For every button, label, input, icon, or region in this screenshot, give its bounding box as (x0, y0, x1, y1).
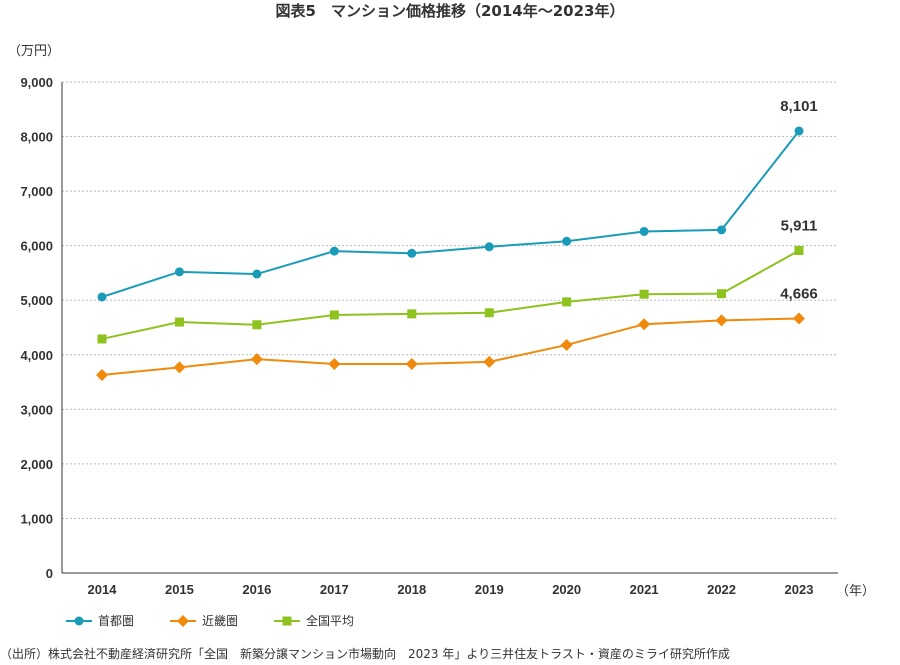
series-line (101, 249, 800, 340)
data-point (329, 310, 339, 320)
x-tick-label: 2023 (785, 582, 814, 597)
data-point (173, 361, 186, 374)
data-point (328, 358, 341, 371)
x-tick-label: 2020 (552, 582, 581, 597)
data-point (329, 246, 339, 256)
data-point (715, 314, 728, 327)
data-point (639, 226, 649, 236)
legend-marker-diamond (170, 614, 197, 627)
data-point (407, 309, 417, 319)
data-point (97, 292, 107, 302)
data-point (794, 246, 804, 256)
data-point (405, 358, 418, 371)
data-point (639, 289, 649, 299)
y-tick-label: 0 (46, 566, 53, 581)
data-point (250, 353, 263, 366)
y-tick-label: 9,000 (20, 75, 53, 90)
data-point (717, 289, 727, 299)
data-point (252, 320, 262, 330)
y-tick-label: 7,000 (20, 184, 53, 199)
data-point (562, 297, 572, 307)
data-label: 4,666 (780, 285, 818, 302)
legend-item-shutoken: 首都圏 (66, 612, 134, 629)
legend-label: 近畿圏 (202, 614, 239, 628)
data-point (793, 312, 805, 325)
y-axis-unit: （万円） (8, 44, 61, 59)
y-tick-label: 4,000 (20, 348, 53, 363)
data-point (174, 317, 184, 327)
x-axis-unit: （年） (836, 584, 876, 599)
x-tick-label: 2017 (320, 582, 349, 597)
legend-item-national: 全国平均 (274, 612, 354, 629)
y-tick-label: 6,000 (20, 239, 53, 254)
data-point (638, 318, 651, 331)
x-tick-label: 2022 (707, 582, 736, 597)
series-line (101, 130, 800, 298)
source-note: （出所）株式会社不動産経済研究所「全国 新築分譲マンション市場動向 2023 年… (0, 647, 730, 661)
x-tick-label: 2015 (165, 582, 194, 597)
data-point (484, 308, 494, 318)
x-tick-label: 2016 (242, 582, 271, 597)
x-tick-label: 2021 (630, 582, 659, 597)
legend-item-kinki: 近畿圏 (170, 612, 238, 629)
series-line (101, 317, 800, 376)
data-point (252, 269, 262, 279)
data-point (96, 368, 108, 381)
data-point (560, 338, 573, 351)
legend-marker-square (274, 616, 301, 625)
data-label: 8,101 (780, 98, 818, 115)
y-tick-label: 3,000 (20, 402, 53, 417)
x-tick-label: 2014 (88, 582, 118, 597)
data-point (97, 334, 107, 344)
x-tick-label: 2018 (397, 582, 426, 597)
chart-title: 図表5 マンション価格推移（2014年～2023年） (275, 2, 625, 20)
legend-label: 全国平均 (306, 614, 355, 628)
legend-marker-circle (66, 616, 92, 625)
data-point (794, 126, 804, 136)
data-point (562, 236, 572, 246)
y-tick-label: 5,000 (20, 293, 53, 308)
data-point (484, 242, 494, 252)
y-tick-label: 2,000 (20, 457, 53, 472)
legend-label: 首都圏 (98, 614, 135, 628)
data-point (483, 355, 496, 368)
y-tick-label: 8,000 (20, 130, 53, 145)
y-tick-label: 1,000 (20, 511, 53, 526)
data-point (407, 248, 417, 258)
x-tick-label: 2019 (475, 582, 504, 597)
data-point (717, 225, 727, 235)
data-label: 5,911 (781, 218, 818, 235)
legend: 首都圏 近畿圏 全国平均 (66, 612, 354, 629)
data-point (174, 267, 184, 277)
